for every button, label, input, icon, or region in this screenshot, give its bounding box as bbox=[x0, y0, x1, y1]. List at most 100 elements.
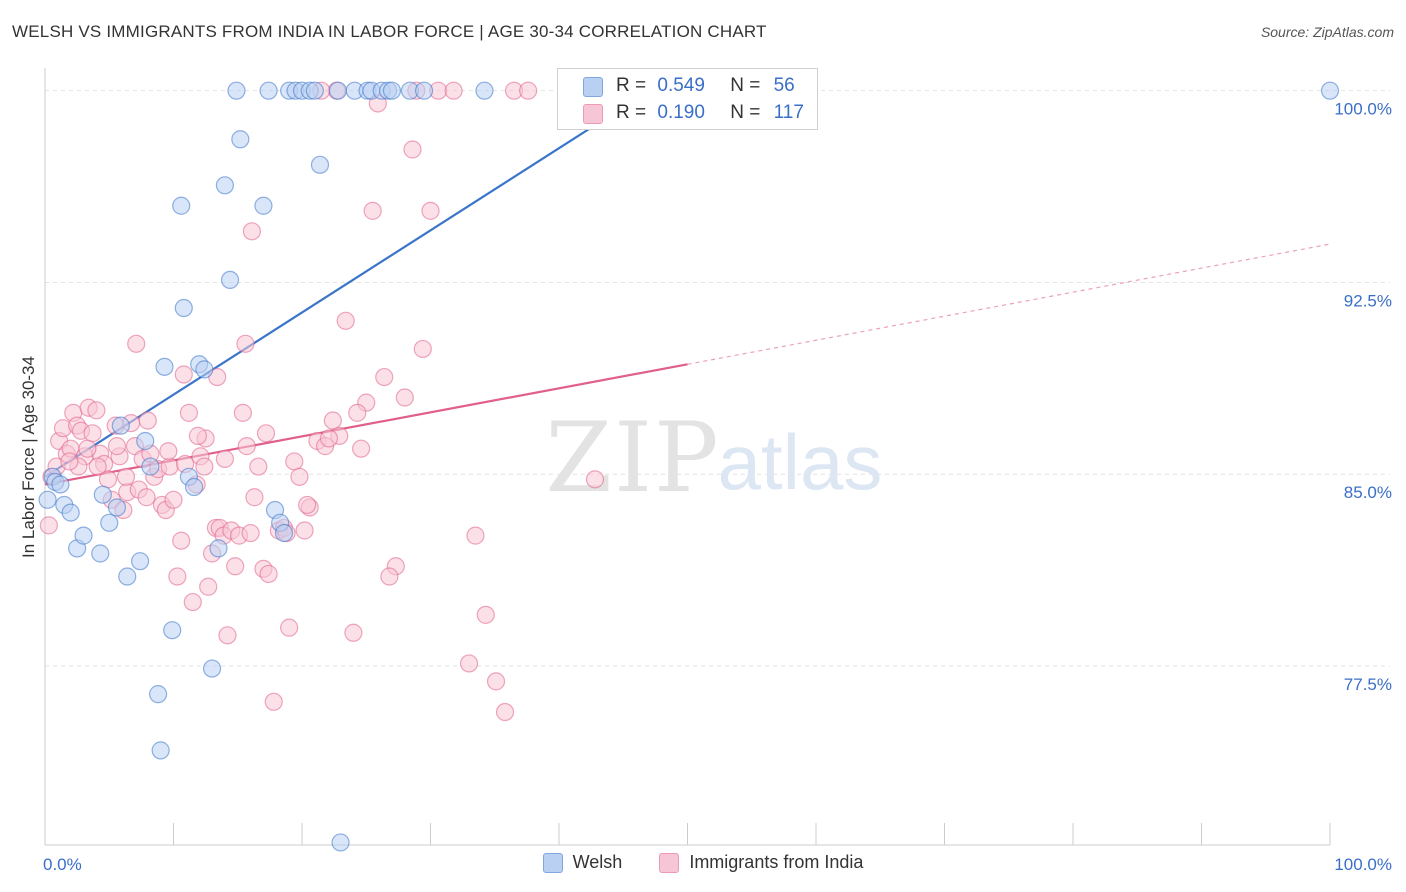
point-india bbox=[241, 523, 260, 543]
point-india bbox=[459, 654, 479, 673]
point-india bbox=[237, 437, 256, 456]
point-india bbox=[87, 401, 106, 420]
watermark-zip: ZIP bbox=[545, 402, 720, 514]
point-india bbox=[495, 702, 515, 722]
point-india bbox=[60, 452, 79, 471]
y-tick-label: 85.0% bbox=[1344, 483, 1392, 502]
point-welsh bbox=[274, 523, 294, 543]
point-india bbox=[413, 339, 432, 359]
point-welsh bbox=[475, 81, 494, 100]
y-tick-label: 77.5% bbox=[1344, 675, 1392, 694]
welsh-n-value: 56 bbox=[773, 75, 795, 96]
point-welsh bbox=[202, 659, 222, 678]
point-india bbox=[107, 437, 127, 456]
point-india bbox=[348, 403, 367, 422]
point-india bbox=[116, 467, 136, 486]
point-welsh bbox=[328, 81, 348, 100]
point-india bbox=[236, 334, 255, 353]
chart-title: WELSH VS IMMIGRANTS FROM INDIA IN LABOR … bbox=[12, 22, 767, 41]
point-india bbox=[256, 424, 276, 443]
legend-label-india: Immigrants from India bbox=[689, 852, 864, 872]
india-r-value: 0.190 bbox=[657, 102, 705, 123]
point-india bbox=[486, 672, 506, 691]
point-welsh bbox=[174, 298, 193, 318]
india-swatch bbox=[583, 104, 603, 124]
point-india bbox=[298, 495, 317, 515]
x-tick-label: 100.0% bbox=[1334, 855, 1392, 874]
point-welsh bbox=[151, 741, 170, 760]
point-welsh bbox=[209, 539, 228, 558]
point-welsh bbox=[215, 176, 234, 195]
point-welsh bbox=[136, 431, 155, 451]
point-india bbox=[183, 592, 202, 612]
point-welsh bbox=[74, 526, 93, 545]
x-tick-label: 0.0% bbox=[43, 855, 82, 874]
point-india bbox=[476, 605, 495, 624]
legend-item-welsh[interactable]: Welsh bbox=[542, 852, 623, 873]
point-india bbox=[344, 623, 363, 642]
point-welsh bbox=[231, 130, 250, 149]
india-n-label: N = bbox=[730, 102, 761, 123]
point-india bbox=[168, 567, 187, 586]
y-axis-label: In Labor Force | Age 30-34 bbox=[19, 356, 38, 558]
india-n-value: 117 bbox=[773, 102, 804, 123]
point-india bbox=[245, 488, 264, 507]
point-welsh bbox=[107, 498, 127, 517]
point-india bbox=[290, 467, 309, 486]
point-welsh bbox=[93, 485, 112, 504]
point-india bbox=[380, 567, 399, 586]
point-india bbox=[137, 488, 156, 507]
welsh-swatch bbox=[583, 77, 603, 97]
point-india bbox=[336, 311, 355, 330]
point-welsh bbox=[163, 621, 182, 640]
point-india bbox=[218, 626, 237, 645]
point-welsh bbox=[382, 81, 402, 100]
point-welsh bbox=[331, 833, 350, 852]
point-india bbox=[585, 470, 605, 489]
point-india bbox=[280, 618, 299, 637]
point-welsh bbox=[118, 567, 137, 586]
point-india bbox=[88, 457, 107, 476]
legend-item-india[interactable]: Immigrants from India bbox=[659, 852, 863, 873]
point-welsh bbox=[195, 360, 214, 379]
point-india bbox=[164, 490, 183, 509]
point-india bbox=[319, 429, 339, 448]
point-india bbox=[466, 526, 485, 545]
point-welsh bbox=[38, 490, 57, 509]
legend-swatch-welsh bbox=[542, 852, 563, 873]
tick-labels: 100.0% 92.5% 85.0% 77.5% 0.0% 100.0% bbox=[43, 100, 1392, 874]
point-welsh bbox=[310, 155, 330, 174]
point-welsh bbox=[91, 544, 110, 563]
point-welsh bbox=[100, 513, 119, 532]
point-welsh bbox=[227, 81, 246, 100]
grid-lines bbox=[45, 90, 1390, 667]
point-india bbox=[233, 403, 252, 422]
point-india bbox=[226, 557, 245, 576]
legend-label-welsh: Welsh bbox=[572, 852, 623, 872]
legend-swatch-india bbox=[659, 852, 680, 873]
point-india bbox=[188, 426, 208, 445]
welsh-r-value: 0.549 bbox=[657, 75, 705, 96]
point-welsh bbox=[51, 475, 70, 494]
legend: Welsh Immigrants from India bbox=[0, 852, 1406, 878]
welsh-n-label: N = bbox=[730, 75, 761, 96]
point-welsh bbox=[61, 503, 80, 522]
point-india bbox=[195, 457, 214, 476]
point-welsh bbox=[141, 457, 160, 476]
point-welsh bbox=[254, 196, 273, 215]
data-points bbox=[38, 81, 1340, 852]
point-india bbox=[421, 201, 440, 220]
point-india bbox=[78, 439, 97, 458]
point-india bbox=[39, 516, 58, 535]
point-welsh bbox=[220, 270, 240, 290]
stats-box: R = 0.549 N = 56 R = 0.190 N = 117 bbox=[557, 68, 818, 130]
point-india bbox=[403, 140, 422, 159]
point-india bbox=[179, 403, 199, 422]
y-tick-label: 100.0% bbox=[1334, 100, 1392, 119]
welsh-r-label: R = bbox=[616, 75, 647, 96]
point-india bbox=[352, 439, 371, 458]
point-india bbox=[174, 365, 193, 384]
source-credit: Source: ZipAtlas.com bbox=[1260, 24, 1394, 40]
point-india bbox=[519, 81, 538, 100]
point-india bbox=[249, 457, 268, 476]
